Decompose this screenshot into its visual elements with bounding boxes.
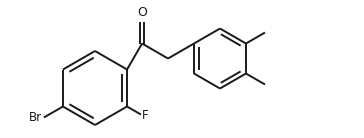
Text: F: F xyxy=(142,109,149,122)
Text: Br: Br xyxy=(29,111,42,124)
Text: O: O xyxy=(137,6,147,18)
